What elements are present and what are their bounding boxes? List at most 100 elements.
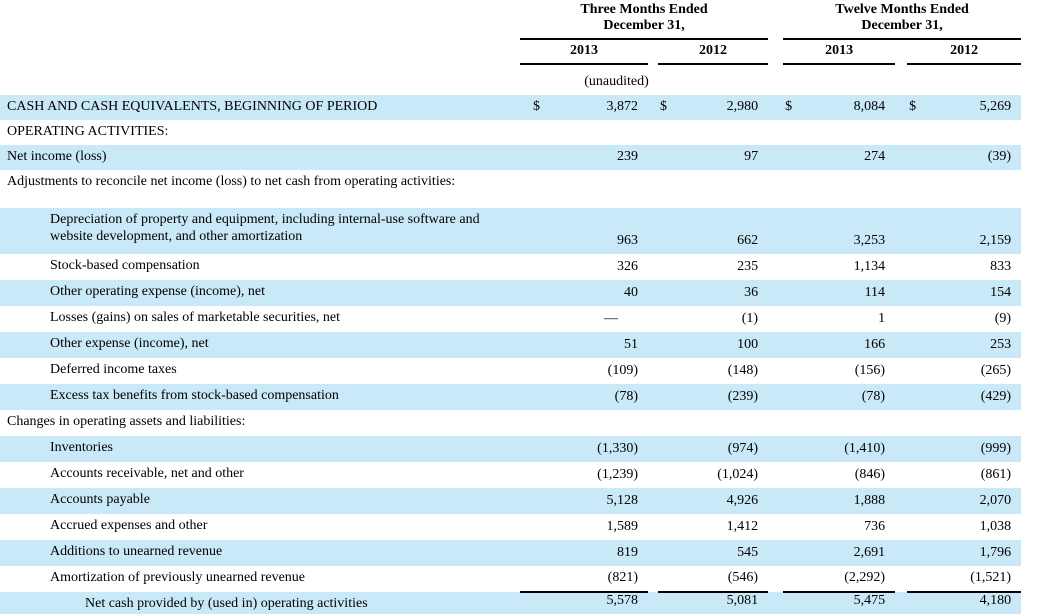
dollar-sign-cell — [520, 208, 553, 254]
value-cell: 5,081 — [688, 592, 769, 614]
dollar-sign-cell — [520, 514, 553, 540]
value-cell: 2,691 — [813, 540, 896, 566]
dollar-sign-cell — [658, 566, 688, 593]
dollar-sign-cell — [783, 488, 814, 514]
value-cell — [813, 410, 895, 436]
value-cell: (156) — [854, 363, 886, 378]
gap-cell — [648, 488, 658, 514]
dollar-sign-cell — [520, 306, 553, 332]
value-cell — [813, 170, 895, 195]
dollar-sign-cell — [907, 384, 938, 410]
dollar-sign-cell — [520, 254, 553, 280]
gap-cell — [768, 488, 784, 514]
table-row: Changes in operating assets and liabilit… — [0, 410, 1021, 436]
value-cell: (2,292) — [813, 566, 896, 593]
row-label: Accounts payable — [0, 488, 520, 514]
dollar-sign-cell — [907, 145, 938, 170]
table-row: Losses (gains) on sales of marketable se… — [0, 306, 1021, 332]
unaudited-note-row: (unaudited) — [0, 64, 1021, 95]
dollar-sign-cell — [658, 254, 688, 280]
dollar-sign-cell — [783, 120, 813, 145]
value-cell — [688, 410, 768, 436]
dollar-sign-cell — [520, 488, 553, 514]
dollar-sign-cell — [520, 332, 553, 358]
value-cell: (148) — [727, 363, 759, 378]
row-label: Accounts receivable, net and other — [50, 466, 244, 481]
row-label: Inventories — [0, 436, 520, 462]
dollar-sign-cell — [658, 410, 688, 436]
value-cell: 1 — [878, 311, 886, 326]
value-cell: (974) — [688, 436, 769, 462]
gap-cell — [768, 208, 784, 254]
gap-cell — [895, 436, 908, 462]
value-cell — [688, 120, 768, 145]
value-cell — [553, 170, 648, 195]
value-cell: 3,253 — [813, 208, 896, 254]
value-cell: 114 — [813, 280, 896, 306]
dollar-sign-cell — [520, 358, 553, 384]
row-label: Other operating expense (income), net — [0, 280, 520, 306]
table-row: CASH AND CASH EQUIVALENTS, BEGINNING OF … — [0, 95, 1022, 120]
dollar-sign-cell — [658, 540, 688, 566]
dollar-sign-cell — [907, 540, 938, 566]
dollar-sign-cell — [783, 384, 814, 410]
year-header-twelve-months-2013: 2013 — [783, 39, 896, 65]
gap-cell — [648, 120, 658, 145]
col-group-twelve-months-header: Twelve Months Ended December 31, — [783, 0, 1022, 40]
empty-cell — [0, 0, 520, 39]
dollar-sign-cell — [783, 410, 813, 436]
dollar-sign-cell — [520, 540, 553, 566]
gap-cell — [648, 358, 658, 384]
dollar-sign-cell — [907, 436, 938, 462]
dollar-sign-cell — [907, 280, 938, 306]
row-label: Adjustments to reconcile net income (los… — [7, 174, 456, 189]
gap-cell — [648, 592, 658, 614]
value-cell: 4,180 — [937, 592, 1022, 614]
spacer-cell — [0, 195, 1021, 208]
gap-cell — [648, 306, 658, 332]
table-row: OPERATING ACTIVITIES: — [0, 120, 1021, 145]
value-cell: 235 — [737, 259, 759, 274]
value-cell: (821) — [553, 566, 648, 593]
value-cell — [937, 120, 1021, 145]
value-cell: (78) — [553, 384, 648, 410]
dollar-sign-cell — [783, 208, 814, 254]
table-row: Accounts payable 5,128 4,926 1,888 2,070 — [0, 488, 1022, 514]
gap-cell — [648, 95, 658, 120]
dollar-sign-cell — [658, 120, 688, 145]
gap-cell — [895, 566, 907, 592]
dollar-sign-cell — [658, 170, 688, 195]
gap-cell — [768, 120, 783, 145]
value-cell: (861) — [980, 467, 1012, 482]
value-cell: (39) — [937, 145, 1022, 170]
year-header-twelve-months-2012: 2012 — [907, 39, 1022, 65]
value-cell: 154 — [937, 280, 1022, 306]
gap-cell — [648, 384, 658, 410]
gap-cell — [895, 95, 908, 120]
dollar-sign-cell — [783, 170, 813, 195]
value-cell: 8,084 — [813, 95, 896, 120]
row-label: Net cash provided by (used in) operating… — [0, 592, 520, 614]
value-cell — [688, 170, 768, 195]
gap-cell — [895, 592, 908, 614]
value-cell: 166 — [813, 332, 896, 358]
gap-cell — [895, 145, 908, 170]
gap-cell — [895, 208, 908, 254]
row-label: Stock-based compensation — [50, 258, 200, 273]
dollar-sign-cell — [658, 436, 688, 462]
value-cell: 1,038 — [979, 519, 1012, 534]
dollar-sign-cell — [907, 306, 937, 332]
row-label: Net income (loss) — [0, 145, 520, 170]
row-label: Additions to unearned revenue — [0, 540, 520, 566]
cash-flow-table: Three Months Ended December 31, Twelve M… — [0, 0, 1022, 614]
dollar-sign-cell — [658, 592, 688, 614]
value-cell — [813, 120, 895, 145]
column-group-header-row: Three Months Ended December 31, Twelve M… — [0, 0, 1022, 40]
value-cell: 3,872 — [553, 95, 648, 120]
value-cell: 97 — [688, 145, 769, 170]
dollar-sign-cell — [907, 208, 938, 254]
value-cell: 4,926 — [688, 488, 769, 514]
value-cell: (1,239) — [597, 467, 638, 482]
gap-cell — [768, 592, 784, 614]
dollar-sign-cell — [907, 488, 938, 514]
